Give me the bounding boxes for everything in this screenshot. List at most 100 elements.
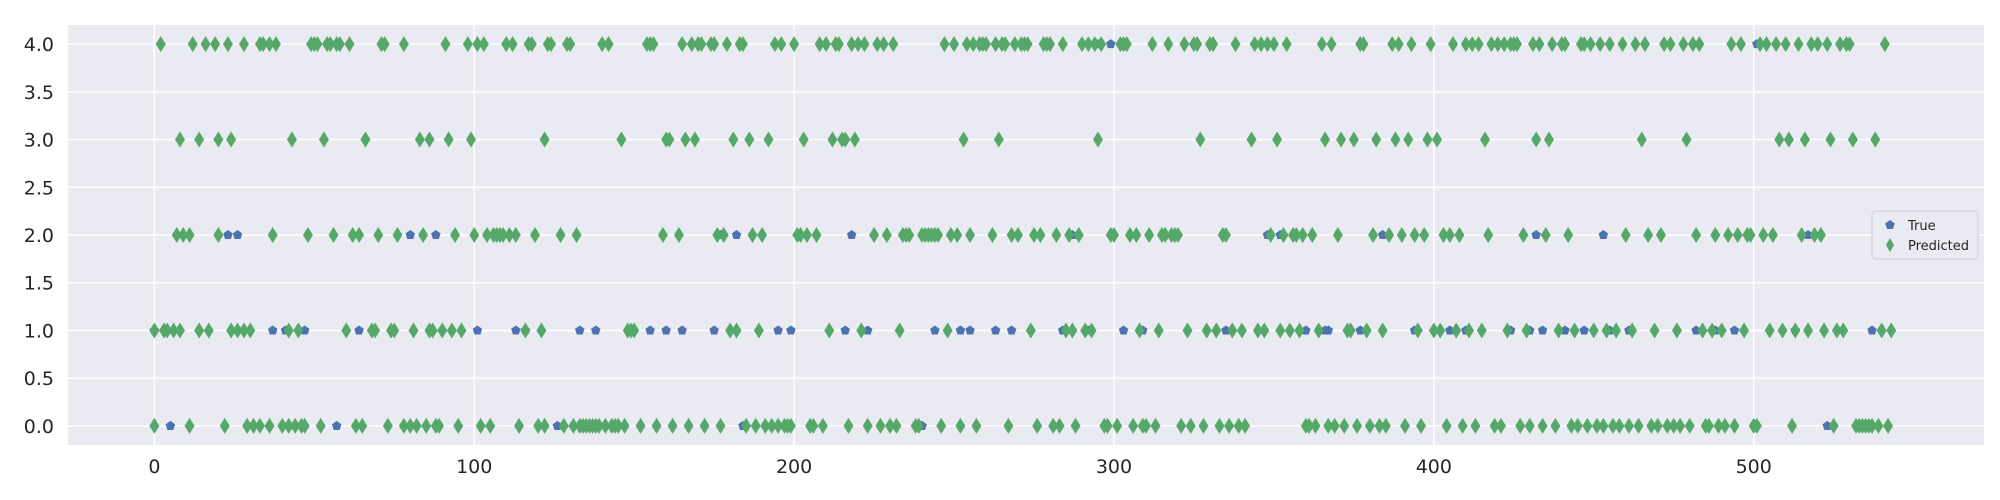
true-point [299,325,310,335]
predicted-point [699,417,710,434]
legend-true-label: True [1907,219,1936,234]
predicted-point [418,227,429,243]
predicted-point [514,417,525,434]
true-point [773,325,783,335]
predicted-point [795,227,806,243]
predicted-point [801,227,812,243]
true-point [731,230,742,239]
predicted-point [1022,36,1033,53]
predicted-point [1172,227,1183,243]
predicted-point [725,322,736,339]
predicted-point [344,36,355,53]
predicted-point [1537,417,1548,434]
true-point [1537,325,1548,335]
predicted-point [155,36,166,53]
predicted-point [437,322,448,339]
predicted-point [1831,322,1842,339]
predicted-point [1483,227,1494,243]
predicted-point [1614,417,1625,434]
predicted-point [1131,227,1142,243]
true-point [1531,230,1541,239]
predicted-point [1729,417,1740,434]
predicted-point [750,417,761,434]
predicted-point [1540,227,1551,243]
x-tick-label: 300 [1096,456,1132,478]
predicted-point [357,417,368,434]
predicted-point [1451,322,1462,339]
predicted-point [949,36,960,53]
y-tick-label: 4.0 [24,34,54,56]
predicted-point [1774,131,1785,148]
predicted-point [1070,417,1081,434]
predicted-point [242,417,253,434]
predicted-point [1572,417,1583,434]
predicted-point [558,417,569,434]
predicted-point [1361,322,1372,339]
predicted-point [859,36,870,53]
y-axis: 0.0 0.5 1.0 1.5 2.0 2.5 3.0 3.5 4.0 [24,34,54,438]
predicted-point [1684,417,1695,434]
predicted-point [1739,322,1750,339]
predicted-point [1793,36,1804,53]
legend-predicted-label: Predicted [1908,239,1969,254]
predicted-point [1767,227,1778,243]
x-tick-label: 200 [776,456,812,478]
predicted-point [1044,36,1055,53]
true-point [223,230,233,239]
predicted-point [1607,417,1618,434]
true-point [1355,325,1365,335]
predicted-point [446,322,457,339]
predicted-point [1048,417,1059,434]
predicted-point [981,36,992,53]
predicted-point [398,36,409,53]
predicted-point [673,227,684,243]
predicted-point [1681,131,1692,148]
predicted-point [501,36,512,53]
predicted-point [504,227,515,243]
predicted-point [485,417,496,434]
predicted-point [1163,36,1174,53]
predicted-point [389,322,400,339]
true-point [1445,325,1455,335]
predicted-point [763,131,774,148]
predicted-point [1176,417,1187,434]
predicted-point [318,131,329,148]
predicted-point [1393,36,1404,53]
true-point [645,325,655,335]
predicted-point [1275,322,1286,339]
predicted-point [1835,36,1846,53]
predicted-point [1256,36,1267,53]
predicted-point [1096,36,1107,53]
true-point [472,325,483,335]
predicted-point [715,417,726,434]
predicted-point [1623,417,1634,434]
predicted-point [1496,417,1507,434]
predicted-point [469,227,480,243]
predicted-point [1655,227,1666,243]
predicted-point [1419,227,1430,243]
predicted-point [1310,417,1321,434]
true-point [1006,325,1017,335]
predicted-point [434,417,445,434]
predicted-point [1547,36,1558,53]
predicted-point [1703,417,1714,434]
true-point [990,325,1001,335]
predicted-point [785,417,796,434]
predicted-point [232,322,243,339]
predicted-point [539,131,550,148]
predicted-point [1006,227,1017,243]
y-tick-label: 1.5 [24,273,54,295]
predicted-point [1591,417,1602,434]
x-tick-label: 100 [456,456,492,478]
predicted-point [1585,36,1596,53]
predicted-point [1639,36,1650,53]
predicted-point [933,227,944,243]
predicted-point [405,417,416,434]
predicted-point [696,36,707,53]
predicted-point [1873,417,1884,434]
predicted-point [1128,417,1139,434]
predicted-point [1416,417,1427,434]
predicted-point [466,131,477,148]
predicted-point [1380,417,1391,434]
predicted-point [821,36,832,53]
